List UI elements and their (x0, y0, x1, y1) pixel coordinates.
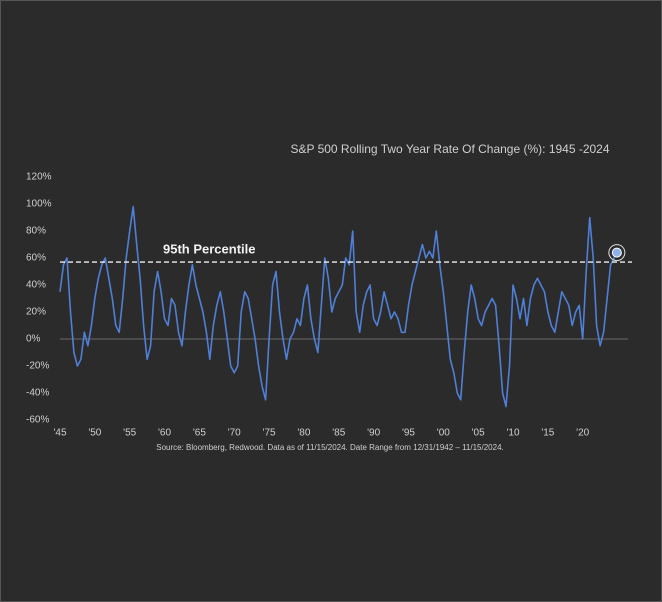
x-tick-label: '05 (472, 428, 485, 439)
x-tick-label: '60 (158, 428, 171, 439)
x-tick-label: '70 (228, 428, 241, 439)
x-tick-label: '45 (53, 428, 66, 439)
y-tick-label: 0% (26, 334, 41, 345)
y-tick-label: -60% (26, 415, 49, 426)
y-tick-label: -20% (26, 361, 49, 372)
x-tick-label: '95 (402, 428, 415, 439)
x-tick-label: '15 (541, 428, 554, 439)
x-tick-label: '80 (297, 428, 310, 439)
y-tick-label: 20% (26, 307, 46, 318)
y-tick-label: 120% (26, 172, 52, 183)
x-tick-label: '10 (506, 428, 519, 439)
x-tick-label: '50 (88, 428, 101, 439)
x-tick-label: '65 (193, 428, 206, 439)
latest-halo (608, 244, 626, 262)
x-tick-label: '75 (263, 428, 276, 439)
x-tick-label: '55 (123, 428, 136, 439)
y-tick-label: 80% (26, 226, 46, 237)
percentile-label: 95th Percentile (163, 241, 256, 256)
y-tick-label: 60% (26, 253, 46, 264)
y-tick-label: 100% (26, 199, 52, 210)
y-tick-label: 40% (26, 280, 46, 291)
latest-point (611, 247, 622, 258)
x-tick-label: '90 (367, 428, 380, 439)
series-line (59, 205, 618, 408)
chart-title: S&P 500 Rolling Two Year Rate Of Change … (290, 142, 609, 156)
x-tick-label: '85 (332, 428, 345, 439)
y-tick-label: -40% (26, 388, 49, 399)
x-tick-label: '00 (437, 428, 450, 439)
source-note: Source: Bloomberg, Redwood. Data as of 1… (156, 443, 504, 452)
x-tick-label: '20 (576, 428, 589, 439)
